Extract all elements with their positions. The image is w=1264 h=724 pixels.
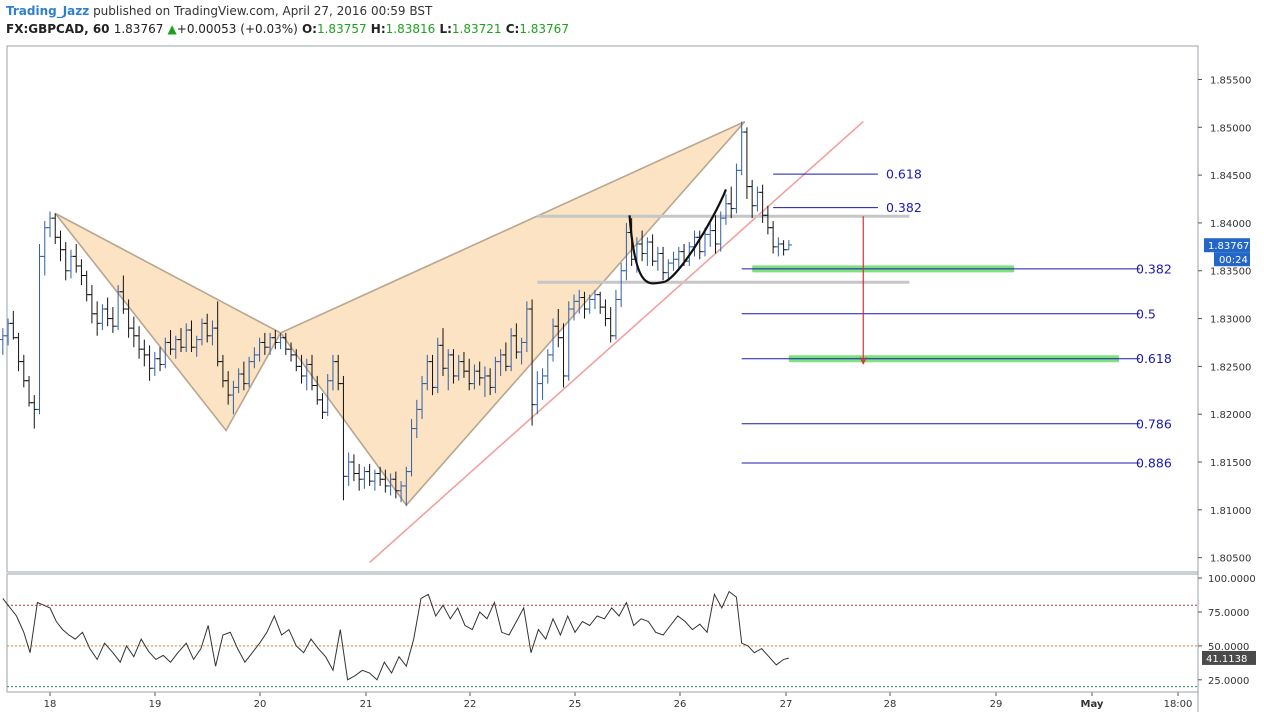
high-label: H:	[370, 22, 386, 36]
time-tick-label: 25	[569, 699, 582, 710]
symbol-line: FX:GBPCAD, 60 1.83767 ▲+0.00053 (+0.03%)…	[6, 22, 569, 36]
fib-level-label: 0.382	[1136, 261, 1172, 276]
time-tick-label: 18	[44, 699, 57, 710]
time-tick-label: 29	[990, 699, 1003, 710]
price-tick-label: 1.82500	[1210, 362, 1251, 373]
high-value: 1.83816	[385, 22, 436, 36]
last-price-tag-text: 1.83767	[1208, 241, 1249, 252]
cup-arc[interactable]	[628, 189, 727, 285]
countdown-tag	[1214, 252, 1250, 267]
last-price: 1.83767	[113, 22, 164, 36]
publish-info: published on TradingView.com, April 27, …	[89, 4, 433, 18]
fib-level-label: 0.5	[1136, 306, 1156, 321]
price-tick-label: 1.83000	[1210, 315, 1251, 326]
target-arrow-head	[859, 357, 867, 365]
time-tick-label: 20	[254, 699, 267, 710]
price-tick-label: 1.85000	[1210, 123, 1251, 134]
time-tick-label: May	[1081, 699, 1104, 710]
low-label: L:	[439, 22, 452, 36]
fib-level-label: 0.886	[1136, 455, 1172, 470]
publish-line: Trading_Jazz published on TradingView.co…	[6, 4, 432, 18]
up-arrow-icon: ▲	[167, 22, 177, 36]
pattern-triangle-xab	[54, 212, 282, 432]
close-label: C:	[505, 22, 520, 36]
fib-level-label: 0.618	[1136, 351, 1172, 366]
last-price-tag	[1204, 238, 1250, 253]
rsi-pane[interactable]	[6, 573, 1199, 693]
time-tick-label: 21	[360, 699, 373, 710]
fib-level-label: 0.786	[1136, 416, 1172, 431]
close-value: 1.83767	[519, 22, 569, 36]
rsi-tick-label: 25.0000	[1208, 676, 1249, 687]
rsi-tick-label: 100.0000	[1208, 574, 1256, 585]
rsi-value-tag	[1202, 650, 1256, 665]
chart-area[interactable]: 0.382 0.5 0.618 0.786 0.886 0.618 0.382 1.8550…	[0, 44, 1264, 720]
open-label: O:	[301, 22, 317, 36]
author-link[interactable]: Trading_Jazz	[6, 4, 90, 18]
price-tick-label: 1.82000	[1210, 410, 1251, 421]
rsi-line[interactable]	[2, 590, 789, 681]
open-value: 1.83757	[316, 22, 367, 36]
time-tick-label: 27	[780, 699, 793, 710]
chart-header: Trading_Jazz published on TradingView.co…	[0, 0, 1264, 44]
time-tick-label: 22	[464, 699, 477, 710]
price-tick-label: 1.81000	[1210, 506, 1251, 517]
rsi-value-tag-text: 41.1138	[1206, 654, 1247, 665]
price-tick-label: 1.80500	[1210, 554, 1251, 565]
rsi-tick-label: 50.0000	[1208, 642, 1249, 653]
ascending-trendline[interactable]	[369, 120, 864, 564]
time-tick-label: 26	[674, 699, 687, 710]
chart-svg[interactable]: 0.382 0.5 0.618 0.786 0.886 0.618 0.382 1.8550…	[0, 44, 1264, 720]
symbol-name[interactable]: FX:GBPCAD, 60	[6, 22, 110, 36]
time-tick-label: 28	[884, 699, 897, 710]
price-tick-label: 1.83500	[1210, 267, 1251, 278]
fib-ext-label: 0.382	[886, 200, 922, 215]
time-tick-label: 19	[149, 699, 162, 710]
countdown-tag-text: 00:24	[1219, 255, 1248, 266]
fib-ext-label: 0.618	[886, 167, 922, 182]
price-tick-label: 1.84000	[1210, 219, 1251, 230]
price-tick-label: 1.84500	[1210, 171, 1251, 182]
price-change: +0.00053 (+0.03%)	[176, 22, 298, 36]
price-tick-label: 1.85500	[1210, 75, 1251, 86]
time-tick-label: 18:00	[1164, 699, 1193, 710]
rsi-tick-label: 75.0000	[1208, 608, 1249, 619]
price-tick-label: 1.81500	[1210, 458, 1251, 469]
low-value: 1.83721	[451, 22, 502, 36]
